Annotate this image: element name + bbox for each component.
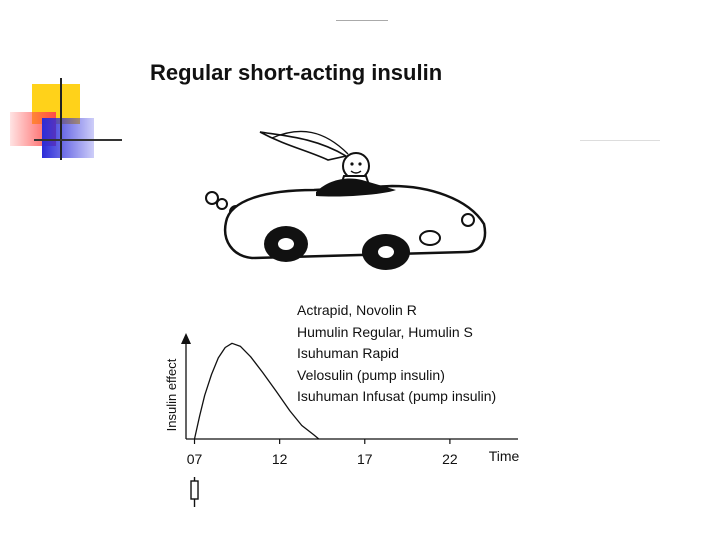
car-with-driver-icon bbox=[205, 130, 487, 270]
x-axis-label: Time bbox=[489, 448, 520, 464]
slide-title: Regular short-acting insulin bbox=[150, 60, 443, 85]
insulin-brand-list: Actrapid, Novolin R Humulin Regular, Hum… bbox=[297, 300, 496, 408]
x-tick-label: 22 bbox=[442, 451, 458, 467]
top-rule-decoration bbox=[336, 20, 388, 21]
x-tick-label: 12 bbox=[272, 451, 288, 467]
list-item: Isuhuman Rapid bbox=[297, 345, 399, 361]
horizontal-line-decoration bbox=[34, 139, 122, 141]
list-item: Velosulin (pump insulin) bbox=[297, 366, 445, 383]
insulin-effect-chart: Insulin effect 07 12 17 22 Time bbox=[164, 333, 520, 507]
y-axis-arrow-icon bbox=[181, 333, 191, 344]
y-axis-label: Insulin effect bbox=[164, 358, 179, 431]
blue-square-decoration bbox=[42, 118, 94, 158]
x-tick-label: 07 bbox=[187, 451, 203, 467]
vertical-line-decoration bbox=[60, 78, 62, 160]
list-item: Humulin Regular, Humulin S bbox=[297, 323, 473, 340]
list-item: Actrapid, Novolin R bbox=[297, 302, 417, 318]
insulin-effect-line bbox=[193, 342, 320, 440]
syringe-icon bbox=[190, 480, 199, 500]
x-tick-label: 17 bbox=[357, 451, 373, 467]
list-item: Isuhuman Infusat (pump insulin) bbox=[297, 388, 497, 404]
right-rule-decoration bbox=[580, 140, 660, 141]
